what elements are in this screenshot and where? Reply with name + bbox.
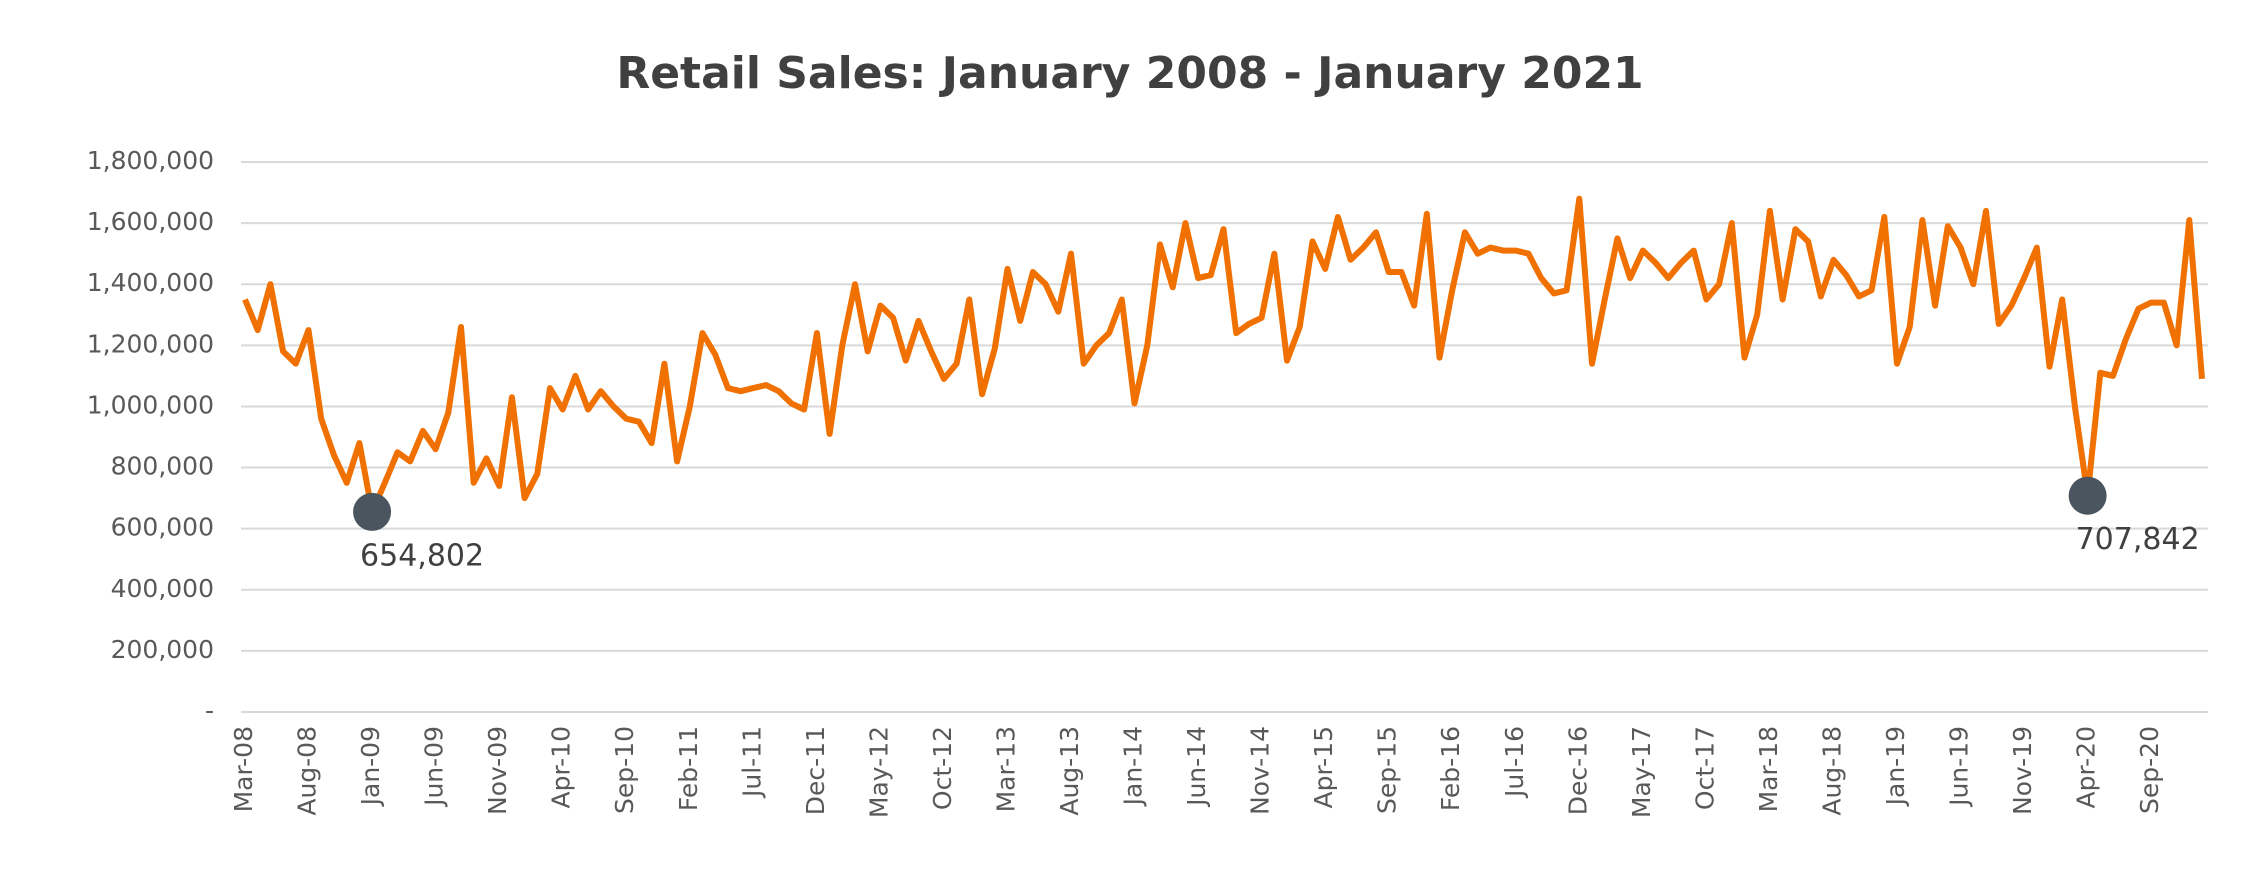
x-tick-label: Nov-14 [1246, 726, 1275, 815]
x-tick-label: Dec-11 [801, 726, 830, 815]
x-tick-label: Aug-13 [1055, 726, 1084, 816]
x-tick-label: Apr-10 [547, 726, 576, 808]
x-tick-label: Mar-08 [229, 726, 258, 812]
x-tick-label: Jan-19 [1881, 726, 1910, 807]
x-tick-label: Jun-19 [1945, 726, 1974, 808]
y-tick-label: 200,000 [111, 635, 214, 664]
x-tick-label: May-17 [1627, 726, 1656, 818]
x-tick-label: Feb-11 [674, 726, 703, 811]
x-tick-label: Sep-10 [610, 726, 639, 814]
x-tick-label: Jan-09 [356, 726, 385, 807]
x-tick-label: Oct-12 [928, 726, 957, 810]
x-tick-label: Feb-16 [1436, 726, 1465, 811]
x-tick-label: Nov-09 [483, 726, 512, 815]
y-tick-label: 1,600,000 [87, 207, 214, 236]
y-tick-label: 400,000 [111, 574, 214, 603]
x-tick-label: Jul-11 [737, 726, 766, 799]
x-tick-label: Aug-08 [293, 726, 322, 816]
low-point-marker [2068, 476, 2107, 515]
x-tick-label: Aug-18 [1817, 726, 1846, 816]
low-point-marker [353, 492, 392, 531]
y-tick-label: - [205, 696, 214, 725]
x-tick-label: Jun-09 [420, 726, 449, 808]
x-tick-label: Oct-17 [1690, 726, 1719, 810]
x-tick-label: Nov-19 [2008, 726, 2037, 815]
x-tick-label: Jun-14 [1182, 726, 1211, 808]
y-tick-label: 1,000,000 [87, 390, 214, 419]
x-tick-label: Apr-20 [2072, 726, 2101, 808]
y-tick-label: 1,400,000 [87, 268, 214, 297]
x-tick-label: Sep-20 [2135, 726, 2164, 814]
y-tick-label: 1,200,000 [87, 329, 214, 358]
x-tick-label: Apr-15 [1309, 726, 1338, 808]
y-tick-label: 1,800,000 [87, 146, 214, 175]
value-label: 707,842 [2076, 522, 2200, 557]
x-tick-label: Jan-14 [1119, 726, 1148, 807]
data-line [242, 195, 2205, 515]
x-tick-label: Mar-13 [991, 726, 1020, 812]
chart-title: Retail Sales: January 2008 - January 202… [616, 48, 1643, 99]
y-tick-label: 800,000 [111, 452, 214, 481]
y-tick-label: 600,000 [111, 513, 214, 542]
x-tick-label: Mar-18 [1754, 726, 1783, 812]
x-tick-label: May-12 [864, 726, 893, 818]
x-tick-label: Dec-16 [1563, 726, 1592, 815]
value-label: 654,802 [360, 538, 484, 573]
x-tick-label: Sep-15 [1373, 726, 1402, 814]
x-tick-label: Jul-16 [1500, 726, 1529, 799]
